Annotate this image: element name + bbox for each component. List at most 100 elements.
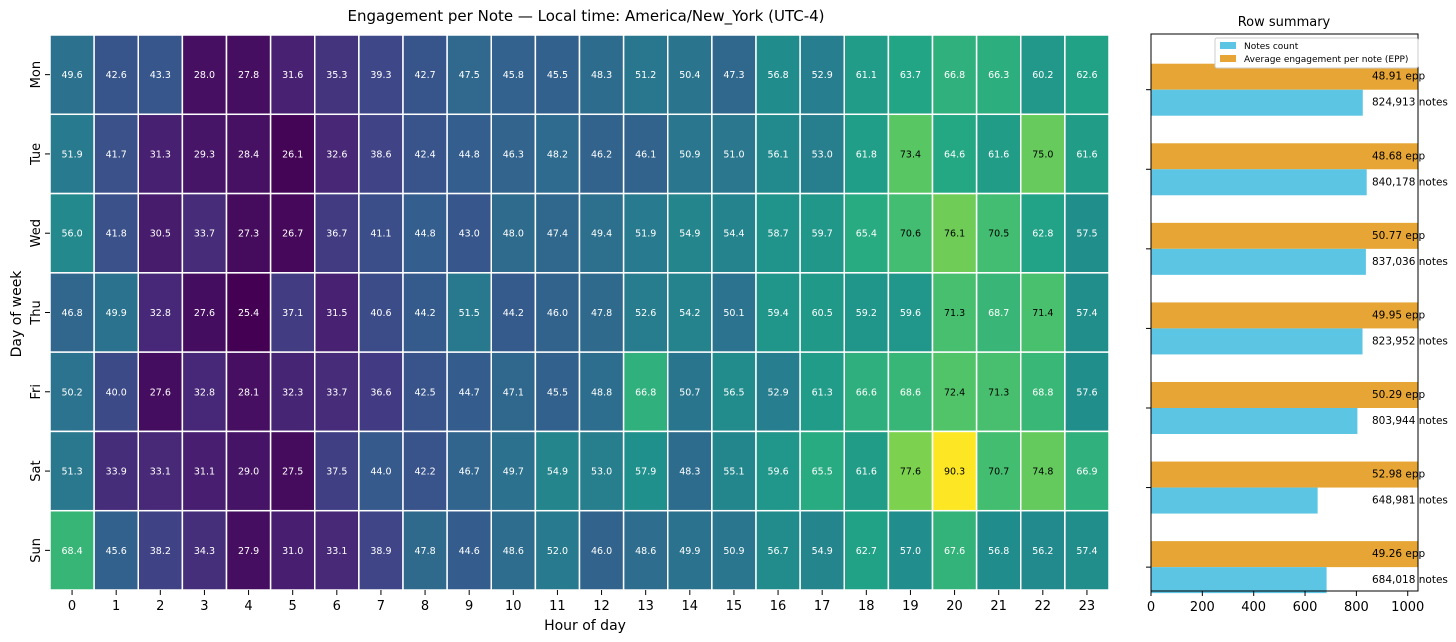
heatmap-cell bbox=[1020, 113, 1066, 195]
heatmap-cell-label: 47.8 bbox=[591, 308, 612, 319]
heatmap-cell bbox=[1064, 192, 1110, 274]
heatmap-cell bbox=[490, 430, 537, 512]
heatmap-cell-label: 42.2 bbox=[414, 467, 435, 478]
heatmap-cell-label: 71.3 bbox=[988, 387, 1009, 398]
heatmap-cell-label: 66.6 bbox=[856, 387, 877, 398]
heatmap-cell-label: 73.4 bbox=[900, 149, 921, 160]
heatmap-cell-label: 44.8 bbox=[459, 149, 480, 160]
bar-notes-count bbox=[1151, 248, 1366, 275]
bar-epp bbox=[1151, 461, 1418, 488]
heatmap-cell bbox=[534, 351, 581, 433]
row-summary-legend: Notes count Average engagement per note … bbox=[1214, 37, 1419, 69]
bar-label-epp: 50.29 epp bbox=[1372, 389, 1426, 401]
heatmap-cell bbox=[887, 192, 934, 274]
heatmap-x-tick-label: 23 bbox=[1079, 599, 1096, 614]
heatmap-cell-label: 57.5 bbox=[1076, 229, 1097, 240]
heatmap-cell-label: 52.0 bbox=[547, 546, 568, 557]
row-summary-chart: Row summary 48.91 epp 824,913 notes 48.68 … bbox=[1146, 15, 1448, 615]
heatmap-cell bbox=[181, 113, 228, 195]
heatmap-cell-label: 57.9 bbox=[635, 467, 656, 478]
heatmap-cell bbox=[711, 351, 757, 433]
heatmap-cell-label: 32.3 bbox=[282, 387, 303, 398]
row-summary-axes: 0 200 400 600 800 1000 bbox=[1146, 33, 1424, 615]
heatmap-cell-label: 53.0 bbox=[591, 467, 612, 478]
heatmap-cell-label: 44.2 bbox=[503, 308, 524, 319]
heatmap-cell-label: 46.2 bbox=[591, 149, 612, 160]
heatmap-cell bbox=[578, 509, 625, 591]
heatmap-cell bbox=[534, 509, 581, 591]
heatmap-cell-label: 26.1 bbox=[282, 149, 303, 160]
heatmap-cell-label: 28.0 bbox=[194, 70, 215, 81]
heatmap-cell-label: 56.0 bbox=[61, 229, 82, 240]
heatmap-cell-label: 63.7 bbox=[900, 70, 921, 81]
bar-label-epp: 48.68 epp bbox=[1372, 150, 1426, 162]
heatmap-cell bbox=[711, 272, 757, 353]
heatmap-cell bbox=[269, 509, 316, 591]
heatmap-cell-label: 46.0 bbox=[591, 546, 612, 557]
heatmap-cell bbox=[975, 34, 1022, 116]
heatmap-cell bbox=[1064, 351, 1110, 433]
legend-box bbox=[1214, 37, 1419, 69]
heatmap-cell-label: 27.5 bbox=[282, 467, 303, 478]
heatmap-cell-label: 37.5 bbox=[326, 467, 347, 478]
heatmap-cell bbox=[137, 430, 184, 512]
heatmap-cell bbox=[314, 192, 360, 274]
heatmap-chart: Engagement per Note — Local time: Americ… bbox=[9, 7, 1110, 634]
heatmap-x-tick-label: 1 bbox=[112, 599, 120, 614]
heatmap-cell bbox=[490, 192, 537, 274]
heatmap-cell bbox=[269, 272, 316, 353]
bar-epp bbox=[1151, 381, 1418, 408]
heatmap-cell-label: 66.3 bbox=[988, 70, 1009, 81]
heatmap-x-tick-label: 14 bbox=[682, 599, 699, 614]
heatmap-cell-label: 56.8 bbox=[988, 546, 1009, 557]
heatmap-y-tick-label: Sat bbox=[29, 460, 44, 481]
row-summary-x-tick-label: 600 bbox=[1293, 600, 1318, 615]
heatmap-cell-label: 49.7 bbox=[503, 467, 524, 478]
heatmap-x-tick-label: 3 bbox=[200, 599, 208, 614]
bar-notes-count bbox=[1151, 407, 1358, 434]
bar-label-notes-count: 648,981 notes bbox=[1372, 495, 1448, 507]
heatmap-cell bbox=[843, 272, 890, 353]
heatmap-x-tick-label: 2 bbox=[156, 599, 164, 614]
heatmap-cell-label: 66.8 bbox=[944, 70, 965, 81]
bar-label-epp: 49.95 epp bbox=[1372, 309, 1426, 321]
heatmap-cell-label: 29.3 bbox=[194, 149, 215, 160]
heatmap-cell-label: 62.6 bbox=[1076, 70, 1097, 81]
bar-epp bbox=[1151, 143, 1418, 170]
bar-label-notes-count: 837,036 notes bbox=[1372, 256, 1448, 268]
heatmap-cell-label: 57.6 bbox=[1076, 387, 1097, 398]
heatmap-cell-label: 36.7 bbox=[326, 229, 347, 240]
heatmap-cell-label: 60.2 bbox=[1032, 70, 1053, 81]
heatmap-cell-label: 29.0 bbox=[238, 467, 259, 478]
heatmap-cell bbox=[314, 113, 360, 195]
heatmap-cell bbox=[137, 192, 184, 274]
heatmap-cell bbox=[402, 351, 448, 433]
heatmap-cell bbox=[314, 272, 360, 353]
heatmap-x-tick-label: 19 bbox=[902, 599, 919, 614]
heatmap-cell-label: 90.3 bbox=[944, 467, 965, 478]
heatmap-cell-label: 46.8 bbox=[61, 308, 82, 319]
heatmap-cell bbox=[843, 34, 890, 116]
heatmap-cell bbox=[622, 34, 669, 116]
bar-notes-count bbox=[1151, 567, 1327, 594]
bar-notes-count bbox=[1151, 169, 1367, 196]
heatmap-cell-label: 49.6 bbox=[61, 70, 82, 81]
heatmap-cell bbox=[181, 430, 228, 512]
heatmap-cell-label: 68.6 bbox=[900, 387, 921, 398]
heatmap-cell-label: 45.5 bbox=[547, 70, 568, 81]
heatmap-cell-label: 44.6 bbox=[459, 546, 480, 557]
heatmap-cell-label: 31.3 bbox=[150, 149, 171, 160]
heatmap-x-tick-label: 15 bbox=[726, 599, 743, 614]
heatmap-cell bbox=[755, 509, 801, 591]
heatmap-cell bbox=[49, 430, 95, 512]
heatmap-cell bbox=[799, 430, 845, 512]
row-summary-title: Row summary bbox=[1238, 15, 1331, 30]
heatmap-cell-label: 46.7 bbox=[459, 467, 480, 478]
heatmap-cell-label: 45.8 bbox=[503, 70, 524, 81]
heatmap-cell-label: 61.6 bbox=[1076, 149, 1097, 160]
heatmap-cell-label: 48.8 bbox=[591, 387, 612, 398]
heatmap-cell-label: 57.4 bbox=[1076, 546, 1097, 557]
heatmap-cell-label: 33.1 bbox=[326, 546, 347, 557]
heatmap-cell bbox=[711, 113, 757, 195]
